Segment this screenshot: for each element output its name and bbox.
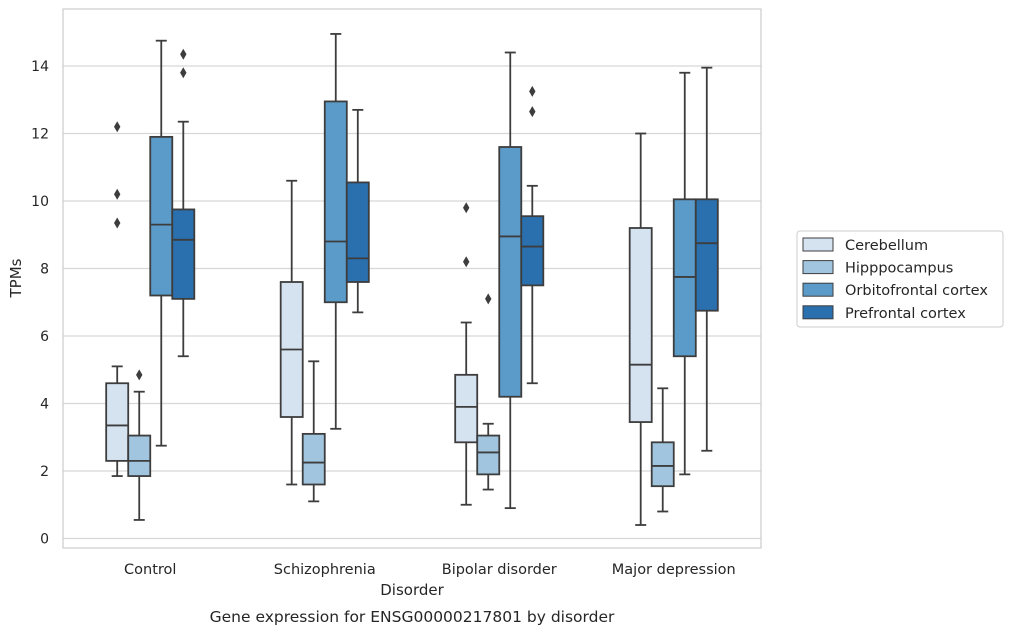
x-tick-label: Bipolar disorder: [442, 562, 557, 578]
box-series: [105, 33, 719, 526]
box-iqr: [127, 434, 152, 477]
legend: Cerebellum Hipppocampus Orbitofrontal cort…: [796, 230, 1004, 328]
y-tick-label: 0: [40, 532, 49, 548]
box-cerebellum: [628, 132, 653, 526]
box-cerebellum: [279, 179, 304, 486]
box-iqr: [476, 434, 501, 476]
plot-frame: [62, 8, 762, 549]
x-axis-label: Disorder: [380, 581, 444, 599]
box-prefrontal-cortex: [345, 108, 370, 314]
box-orbitofrontal-cortex: [498, 51, 523, 510]
box-iqr: [498, 146, 523, 398]
legend-label: Cerebellum: [845, 238, 928, 254]
y-tick-label: 4: [40, 397, 49, 413]
box-prefrontal-cortex: [171, 48, 196, 358]
outlier-point: [136, 369, 143, 381]
box-prefrontal-cortex: [694, 66, 719, 452]
legend-frame: [796, 230, 1004, 328]
legend-swatch: [802, 237, 834, 252]
outlier-point: [114, 188, 121, 200]
outlier-point: [529, 106, 536, 118]
box-hipppocampus: [476, 293, 501, 491]
box-iqr: [105, 382, 130, 462]
y-tick-label: 6: [40, 329, 49, 345]
outlier-point: [463, 256, 470, 268]
x-tick-label: Schizophrenia: [274, 562, 376, 578]
y-tick-label: 12: [31, 127, 49, 143]
box-iqr: [628, 227, 653, 423]
legend-swatch: [802, 260, 834, 275]
box-cerebellum: [454, 202, 479, 506]
outlier-point: [114, 121, 121, 133]
y-axis-label: TPMs: [7, 258, 25, 298]
box-iqr: [650, 441, 675, 488]
outlier-point: [485, 293, 492, 305]
box-cerebellum: [105, 121, 130, 477]
x-tick-label: Control: [124, 562, 176, 578]
box-prefrontal-cortex: [520, 85, 545, 385]
y-tick-label: 8: [40, 262, 49, 278]
outlier-point: [463, 202, 470, 214]
y-tick-labels: 0 2 4 6 8 10 12 14: [31, 59, 49, 548]
y-tick-label: 10: [31, 194, 49, 210]
outlier-point: [529, 85, 536, 97]
box-orbitofrontal-cortex: [672, 71, 697, 476]
x-tick-labels: Control Schizophrenia Bipolar disorder Majo…: [124, 562, 736, 578]
box-hipppocampus: [301, 360, 326, 503]
box-iqr: [345, 181, 370, 283]
y-tick-label: 2: [40, 464, 49, 480]
box-iqr: [520, 215, 545, 287]
legend-label: Hipppocampus: [845, 261, 953, 277]
outlier-point: [114, 217, 121, 229]
box-iqr: [323, 100, 348, 304]
box-hipppocampus: [650, 387, 675, 513]
box-iqr: [149, 135, 174, 297]
box-iqr: [694, 198, 719, 312]
box-iqr: [301, 432, 326, 486]
box-hipppocampus: [127, 369, 152, 521]
legend-swatch: [802, 305, 834, 320]
legend-swatch: [802, 282, 834, 297]
figure-caption: Gene expression for ENSG00000217801 by d…: [210, 608, 615, 626]
box-iqr: [454, 373, 479, 444]
x-tick-label: Major depression: [612, 562, 736, 578]
legend-label: Orbitofrontal cortex: [845, 283, 988, 299]
y-tick-label: 14: [31, 59, 49, 75]
outlier-point: [180, 67, 187, 79]
legend-label: Prefrontal cortex: [845, 306, 966, 322]
box-iqr: [171, 208, 196, 300]
outlier-point: [180, 48, 187, 60]
